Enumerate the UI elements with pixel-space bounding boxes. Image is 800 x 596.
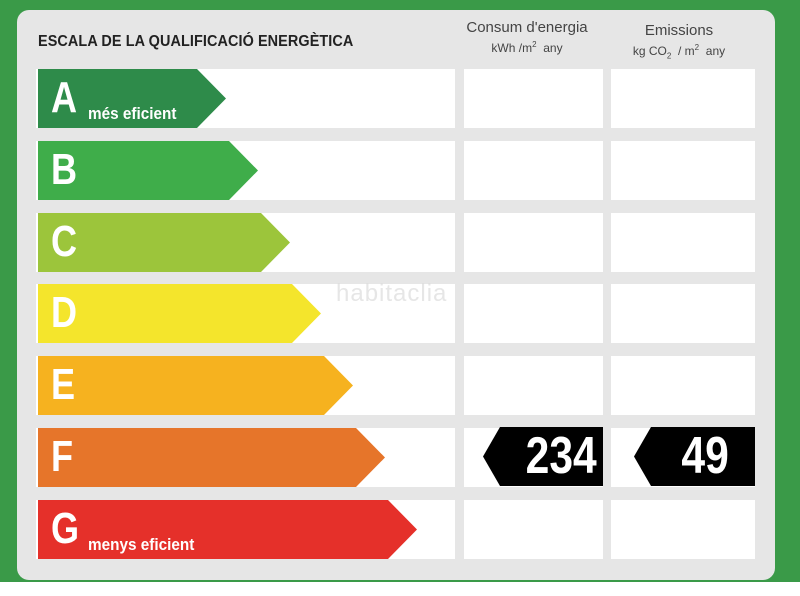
consumption-cell-a	[464, 69, 603, 128]
consumption-cell-d	[464, 284, 603, 343]
rating-arrow-b: B	[38, 141, 258, 200]
emissions-cell-c	[611, 213, 755, 272]
consumption-value-tag: 234	[483, 427, 603, 486]
watermark: habitaclia	[336, 280, 448, 307]
rating-letter-d: D	[51, 288, 78, 337]
emissions-label: Emissions	[644, 22, 714, 39]
rating-arrow-c: C	[38, 213, 290, 272]
rating-letter-a: A	[51, 73, 78, 122]
consumption-unit: kWh /m2 any	[491, 40, 563, 55]
rating-letter-b: B	[51, 145, 78, 194]
emissions-cell-d	[611, 284, 755, 343]
emissions-value-tag: 49	[634, 427, 755, 486]
emissions-unit: kg CO2 / m2 any	[632, 43, 726, 61]
emissions-cell-a	[611, 69, 755, 128]
page-title: ESCALA DE LA QUALIFICACIÓ ENERGÈTICA	[38, 33, 354, 50]
consumption-label: Consum d'energia	[466, 19, 588, 36]
emissions-value: 49	[681, 427, 729, 485]
consumption-cell-g	[464, 500, 603, 559]
emissions-cell-e	[611, 356, 755, 415]
consumption-cell-c	[464, 213, 603, 272]
rating-arrow-f: F	[38, 428, 385, 487]
bottom-strip	[0, 582, 800, 596]
consumption-cell-b	[464, 141, 603, 200]
rating-letter-c: C	[51, 217, 78, 266]
rating-desc-g: menys eficient	[88, 535, 195, 554]
emissions-header: Emissions kg CO2 / m2 any	[614, 22, 744, 64]
consumption-value: 234	[525, 427, 597, 485]
consumption-header: Consum d'energia kWh /m2 any	[462, 19, 592, 56]
rating-letter-f: F	[51, 432, 74, 481]
consumption-cell-e	[464, 356, 603, 415]
emissions-cell-g	[611, 500, 755, 559]
rating-arrow-e: E	[38, 356, 353, 415]
rating-arrow-d: D	[38, 284, 321, 343]
rating-letter-e: E	[51, 360, 76, 409]
rating-letter-g: G	[51, 504, 80, 553]
emissions-cell-b	[611, 141, 755, 200]
rating-desc-a: més eficient	[88, 104, 177, 123]
